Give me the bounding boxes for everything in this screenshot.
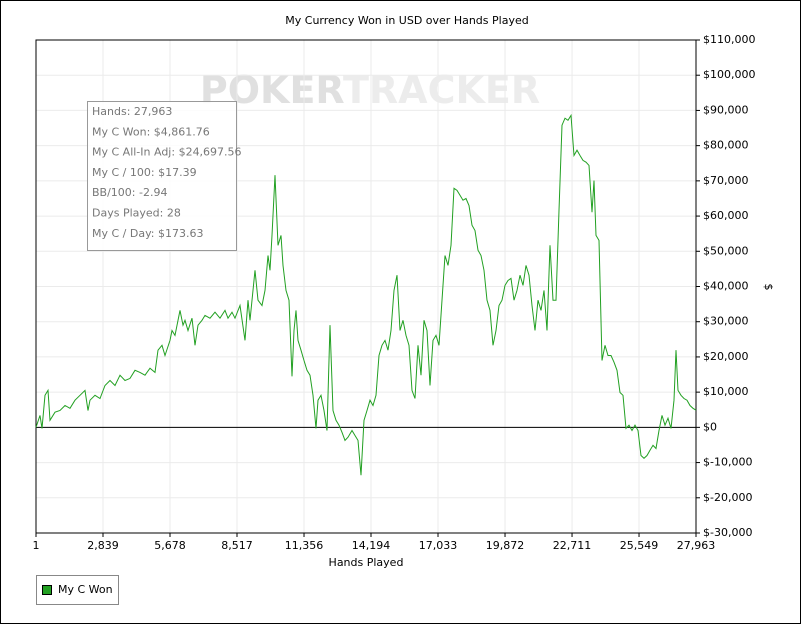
info-line: My C All-In Adj: $24,697.56 [92,146,242,159]
x-tick-label: 17,033 [419,539,458,552]
info-line: My C / Day: $173.63 [92,227,204,240]
y-tick-label: $20,000 [703,350,749,363]
x-tick-label: 5,678 [154,539,186,552]
x-tick-label: 25,549 [620,539,659,552]
legend-label: My C Won [58,583,113,596]
y-tick-label: $-20,000 [703,491,752,504]
watermark: POKERTRACKER [200,68,540,112]
info-line: Days Played: 28 [92,207,181,220]
watermark-part: TRACKER [343,68,540,112]
x-tick-label: 14,194 [352,539,391,552]
x-tick-label: 1 [33,539,40,552]
y-tick-label: $70,000 [703,174,749,187]
x-tick-label: 22,711 [553,539,592,552]
y-tick-label: $-10,000 [703,456,752,469]
legend-swatch [42,585,52,595]
x-tick-label: 19,872 [486,539,525,552]
plot-border [35,39,697,534]
y-tick-label: $60,000 [703,209,749,222]
info-line: My C / 100: $17.39 [92,166,197,179]
y-tick-label: $100,000 [703,68,756,81]
y-tick-label: $30,000 [703,315,749,328]
y-tick-label: $40,000 [703,280,749,293]
y-tick-label: $0 [703,420,717,433]
info-line: My C Won: $4,861.76 [92,125,210,138]
y-tick-label: $50,000 [703,244,749,257]
info-box [87,101,237,251]
x-tick-label: 8,517 [221,539,253,552]
y-axis-label: $ [762,284,775,291]
info-line: BB/100: -2.94 [92,186,167,199]
y-tick-label: $80,000 [703,139,749,152]
x-tick-label: 11,356 [285,539,324,552]
y-tick-label: $110,000 [703,33,756,46]
chart-title: My Currency Won in USD over Hands Played [285,14,528,27]
y-tick-label: $-30,000 [703,526,752,539]
series-line [35,113,697,476]
y-tick-label: $10,000 [703,385,749,398]
y-tick-label: $90,000 [703,103,749,116]
x-tick-label: 27,963 [677,539,716,552]
info-line: Hands: 27,963 [92,105,172,118]
x-tick-label: 2,839 [87,539,119,552]
x-axis-label: Hands Played [329,556,404,569]
